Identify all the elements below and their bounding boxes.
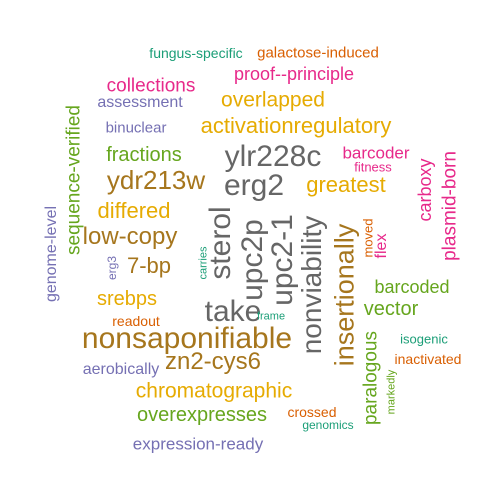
word: collections (106, 75, 196, 97)
word: carboxy (415, 158, 435, 222)
word: assessment (97, 94, 183, 111)
word: inactivated (394, 351, 462, 367)
word: crossed (287, 404, 337, 420)
word: greatest (306, 172, 386, 197)
word: frame (256, 310, 286, 323)
word: erg2 (223, 169, 285, 202)
word: binuclear (105, 119, 167, 137)
word: sterol (204, 206, 237, 280)
word: galactose-induced (257, 44, 379, 62)
word: differed (97, 198, 171, 223)
word: flex (373, 233, 390, 259)
word: aerobically (82, 361, 160, 378)
word: take (204, 295, 262, 328)
word: overlapped (221, 88, 325, 112)
word: expression-ready (132, 434, 264, 454)
word: fitness (354, 159, 392, 175)
word: insertionally (329, 223, 360, 367)
word: zn2-cys6 (164, 348, 262, 375)
word: upc2p (236, 219, 269, 301)
word: overexpresses (136, 404, 268, 426)
word: vector (363, 298, 419, 320)
word: srebps (96, 288, 158, 310)
word: markedly (385, 369, 398, 415)
word: isogenic (400, 331, 448, 347)
word: sequence-verified (63, 105, 85, 255)
word: genomics (302, 418, 354, 432)
word: nonviability (296, 215, 327, 355)
word: paralogous (360, 330, 382, 426)
word: ydr213w (106, 165, 206, 195)
word: genome-level (43, 205, 60, 303)
word: activationregulatory (200, 113, 392, 138)
word: barcoder (342, 143, 410, 163)
word: 7-bp (126, 253, 172, 278)
word: low-copy (82, 223, 178, 250)
word: fungus-specific (149, 45, 243, 61)
word: erg3 (105, 255, 119, 281)
word: readout (112, 313, 160, 329)
word: upc2-1 (266, 214, 299, 306)
word: barcoded (374, 277, 450, 297)
word: plasmid-born (439, 151, 461, 261)
word: nonsaponifiable (81, 322, 293, 355)
word: ylr228c (224, 140, 322, 173)
word: carries (197, 246, 210, 280)
word: fractions (106, 144, 182, 166)
word: proof--principle (233, 64, 355, 84)
word: chromatographic (135, 379, 293, 403)
